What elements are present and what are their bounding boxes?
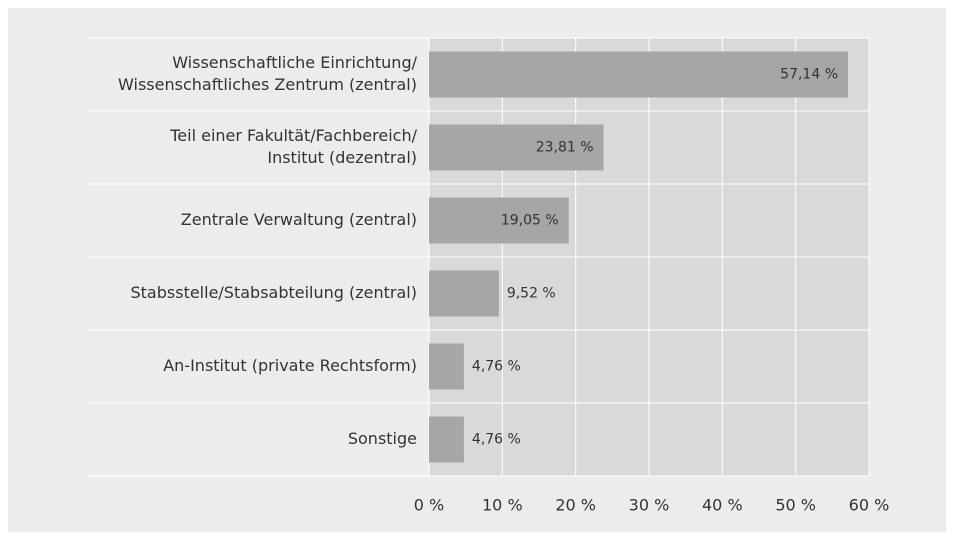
y-tick-label: Stabsstelle/Stabsabteilung (zentral) (131, 283, 418, 302)
bar (429, 343, 464, 390)
value-label: 23,81 % (536, 140, 594, 156)
bar (429, 197, 569, 244)
x-tick-label: 50 % (775, 496, 816, 515)
y-tick-label: Sonstige (348, 429, 417, 448)
value-label: 57,14 % (780, 67, 838, 83)
x-tick-label: 20 % (555, 496, 596, 515)
x-tick-label: 0 % (414, 496, 444, 515)
y-tick-label: Zentrale Verwaltung (zentral) (181, 210, 417, 229)
bar (429, 124, 604, 171)
y-tick-label: An-Institut (private Rechtsform) (163, 356, 417, 375)
bar (429, 51, 849, 98)
y-tick-label: Institut (dezentral) (267, 148, 417, 167)
bar (429, 270, 499, 317)
x-tick-label: 40 % (702, 496, 743, 515)
y-tick-label: Wissenschaftliche Einrichtung/ (172, 53, 417, 72)
x-tick-label: 60 % (849, 496, 890, 515)
x-tick-label: 30 % (629, 496, 670, 515)
value-label: 9,52 % (507, 286, 556, 302)
value-label: 4,76 % (472, 359, 521, 375)
bar (429, 416, 464, 463)
y-tick-label: Wissenschaftliches Zentrum (zentral) (118, 75, 417, 94)
value-label: 4,76 % (472, 432, 521, 448)
value-label: 19,05 % (501, 213, 559, 229)
x-tick-label: 10 % (482, 496, 523, 515)
y-tick-label: Teil einer Fakultät/Fachbereich/ (169, 126, 417, 145)
